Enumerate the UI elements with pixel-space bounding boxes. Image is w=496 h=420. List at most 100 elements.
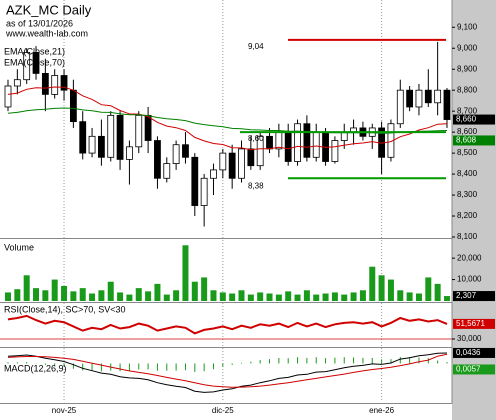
x-tick-label: ene-26 [369,406,394,415]
volume-bar [89,293,96,301]
candle-body [60,75,68,91]
candle-body [219,152,227,171]
candle-body [415,89,423,108]
candle-body [144,114,152,141]
candle-body [51,75,59,95]
candle-body [396,89,404,125]
y-tick-label: 8,900 [457,64,478,73]
volume-bar [285,291,292,301]
volume-bar [341,294,348,301]
candle-body [210,169,217,179]
volume-bar [5,292,11,301]
candle-body [154,140,161,179]
y-tick-label: 8,600 [457,127,478,136]
panel-title: MACD(12,26,9) [4,363,67,373]
volume-bar [257,292,264,301]
value-box [453,318,495,329]
y-tick-label: 9,100 [457,22,478,31]
value-label: 8,660 [456,115,477,124]
candle-body [13,79,21,87]
candle-body [23,52,31,81]
volume-bar [378,275,385,301]
value-label: 8,608 [456,136,477,145]
candle-body [116,114,124,160]
value-box [453,364,495,375]
volume-bar [51,279,58,301]
volume-bar [191,281,198,301]
volume-bar [117,292,124,301]
volume-bar [369,266,376,301]
annotation-label: 9,04 [248,42,264,51]
volume-bar [107,281,114,301]
volume-bar [425,277,432,301]
volume-bar [145,291,152,301]
candle-body [182,144,189,158]
y-tick-label: 8,300 [457,190,478,199]
y-tick-label: 8,800 [457,85,478,94]
volume-bar [434,283,441,301]
y-tick-label: 8,200 [457,211,478,220]
candle-body [135,114,143,148]
candle-body [163,163,171,179]
candle-body [312,131,320,158]
x-tick-label: nov-25 [52,406,77,415]
candle-body [331,140,339,162]
candle-body [228,152,236,179]
value-box [453,291,495,302]
candle-body [443,89,451,120]
candle-body [406,89,414,108]
value-label: 51,5671 [456,319,485,328]
series-line [7,353,448,388]
series-line [7,314,448,335]
volume-bar [61,286,68,301]
candle-body [88,135,96,154]
volume-bar [350,292,357,301]
volume-bar [313,294,320,301]
value-box [453,135,495,146]
y-tick-label: 20,000 [457,253,482,262]
volume-bar [14,289,21,301]
y-tick-label: 9,000 [457,43,478,52]
candle-body [340,131,348,141]
volume-bar [415,293,422,301]
candle-body [303,123,311,158]
volume-bar [219,292,226,301]
candle-body [284,131,292,162]
volume-bar [275,294,282,301]
candle-body [69,89,77,123]
volume-bar [387,279,394,301]
volume-bar [247,294,254,301]
volume-bar [163,294,170,301]
volume-bar [359,290,366,301]
candle-body [256,135,264,167]
volume-bar [42,290,49,301]
value-box [453,114,495,125]
candle-body [247,148,255,167]
y-tick-label: 30,000 [457,334,482,343]
value-label: 0,0057 [456,365,481,374]
annotation-label: 8,38 [248,181,264,190]
y-tick-label: 8,400 [457,169,478,178]
candle-body [79,121,87,154]
y-tick-label: 8,700 [457,106,478,115]
panel-title: RSI(Close,14), SC>70, SV<30 [4,304,126,314]
volume-bar [303,290,310,301]
subtitle: as of 13/01/2026 [6,18,73,28]
volume-bar [266,293,273,301]
panel-title: Volume [4,242,34,252]
candle-body [126,146,133,160]
volume-bar [98,290,105,301]
series-line [7,352,448,393]
volume-bar [70,291,77,301]
chart-title: AZK_MC Daily [6,2,92,17]
candle-body [266,135,273,150]
legend-entry: EMA(Close,21) [4,46,65,56]
candle-body [107,114,115,158]
candle-body [424,89,432,104]
y-tick-label: 8,100 [457,232,478,241]
volume-bar [79,288,86,301]
volume-bar [443,296,450,301]
candle-body [434,89,442,104]
